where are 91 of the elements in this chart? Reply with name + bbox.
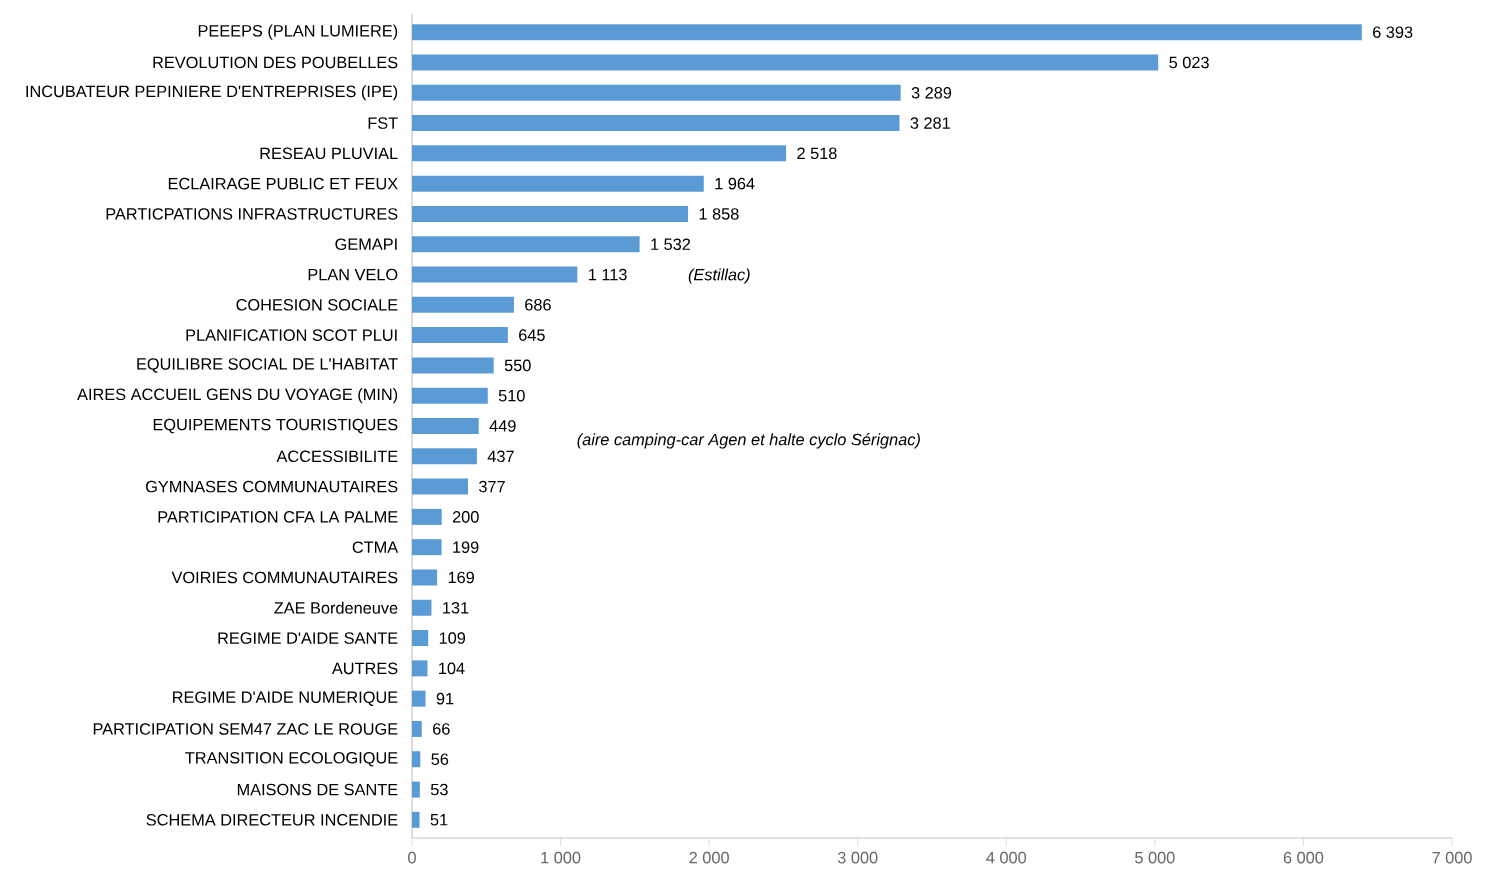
bar [412,811,420,828]
y-tick-label: PARTICIPATION CFA LA PALME [158,511,398,523]
y-tick-label: REVOLUTION DES POUBELLES [153,56,398,69]
y-tick-label: ZAE Bordeneuve [274,601,398,614]
data-label: 109 [439,632,466,644]
data-label: 6 393 [1373,26,1413,38]
y-tick-label: REGIME D'AIDE NUMERIQUE [173,691,398,706]
bar [412,205,689,222]
y-tick-label: SCHEMA DIRECTEUR INCENDIE [146,814,398,826]
data-label: 104 [439,662,465,675]
bar [412,236,640,253]
x-tick-label: 5 000 [1135,851,1175,864]
bar [412,539,442,556]
x-tick-label: 1 000 [541,851,581,864]
bar [412,357,494,374]
data-label: 66 [433,723,450,735]
x-tick-label: 3 000 [837,851,878,864]
y-tick-label: GEMAPI [335,238,397,251]
y-tick-label: AUTRES [331,662,398,675]
data-label: 51 [430,814,448,826]
y-tick-label: EQUILIBRE SOCIAL DE L'HABITAT [137,358,398,373]
x-tick-label: 2 000 [689,851,729,864]
bar [412,24,1362,41]
y-tick-label: PARTICIPATION SEM47 ZAC LE ROUGE [93,723,398,735]
y-tick-label: INCUBATEUR PEPINIERE D'ENTREPRISES (IPE) [26,85,398,101]
y-tick-label: PLANIFICATION SCOT PLUI [186,329,397,341]
bar [412,296,514,313]
bar [412,751,421,768]
data-label: 5 023 [1169,56,1209,69]
y-tick-label: RESEAU PLUVIAL [260,147,398,160]
y-tick-label: AIRES ACCUEIL GENS DU VOYAGE (MIN) [77,388,398,404]
annotation: (aire camping-car Agen et halte cyclo Sérignac) [577,433,920,449]
bar [412,599,432,616]
y-tick-label: ECLAIRAGE PUBLIC ET FEUX [168,177,398,190]
bar [412,175,704,192]
x-tick-label: 4 000 [986,851,1027,864]
bar [412,417,479,434]
bar [412,54,1159,71]
bar [412,478,469,495]
y-tick-label: TRANSITION ECOLOGIQUE [185,751,398,767]
y-tick-label: EQUIPEMENTS TOURISTIQUES [153,418,398,434]
bar [412,327,508,344]
y-tick-label: REGIME D'AIDE SANTE [218,632,398,644]
x-tick-label: 0 [408,851,416,864]
data-label: 686 [525,299,551,311]
y-tick-label: PEEEPS (PLAN LUMIERE) [198,24,398,40]
data-label: 53 [430,783,448,796]
y-tick-label: MAISONS DE SANTE [237,783,398,796]
y-tick-label: GYMNASES COMMUNAUTAIRES [145,480,398,493]
x-tick-label: 7 000 [1432,851,1472,864]
data-label: 131 [443,601,469,614]
bar [412,660,428,677]
bar [412,781,420,798]
data-label: 3 289 [911,86,952,99]
y-tick-label: VOIRIES COMMUNAUTAIRES [171,571,398,584]
data-label: 1 113 [589,268,627,281]
bar [412,690,426,707]
bar [412,448,477,465]
bar [412,569,438,586]
data-label: 1 532 [651,238,691,251]
bar [412,630,429,647]
data-label: 2 518 [797,147,837,160]
bar [412,84,901,101]
data-label: 377 [479,480,505,493]
data-label: 91 [436,692,454,705]
data-label: 550 [504,359,531,372]
data-label: 1 964 [715,177,755,190]
data-label: 199 [453,541,479,553]
data-label: 169 [448,571,474,584]
y-tick-label: CTMA [352,541,399,553]
y-tick-label: PARTICPATIONS INFRASTRUCTURES [106,208,398,220]
data-label: 56 [431,753,449,766]
data-label: 449 [489,420,516,432]
data-label: 510 [498,389,525,402]
data-label: 437 [487,450,514,463]
bar [412,387,488,404]
data-label: 3 281 [910,117,950,129]
y-tick-label: COHESION SOCIALE [236,299,398,311]
y-tick-label: PLAN VELO [308,268,398,281]
bar [412,145,787,162]
annotation: (Estillac) [688,268,750,284]
bar [412,115,900,132]
y-tick-label: FST [368,117,398,129]
data-label: 1 858 [699,208,739,220]
data-label: 645 [519,329,545,341]
bar [412,266,578,283]
x-tick-label: 6 000 [1283,851,1324,864]
bar [412,720,422,737]
y-tick-label: ACCESSIBILITE [276,450,398,463]
data-label: 200 [452,511,479,523]
bar [412,508,442,525]
